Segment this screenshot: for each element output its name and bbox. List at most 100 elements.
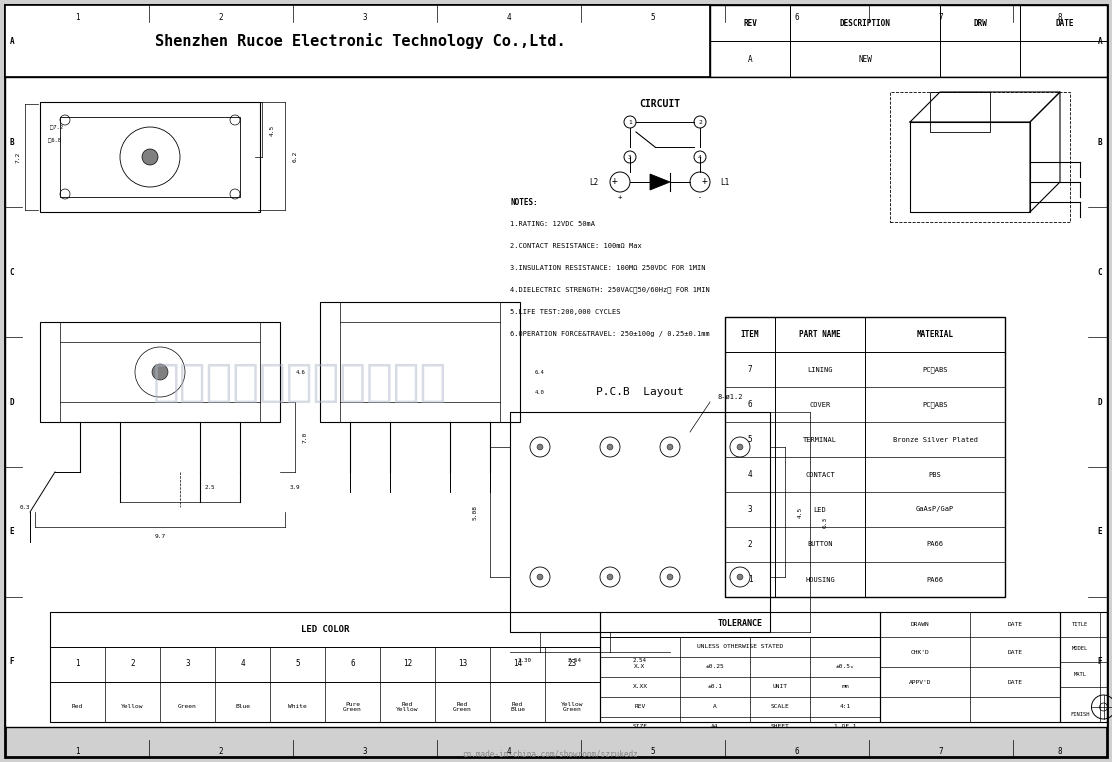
Text: 13: 13 [458,659,467,668]
Text: 4: 4 [507,748,512,757]
Text: 6.3: 6.3 [823,517,827,527]
Bar [40,322,280,422]
Text: Red: Red [72,705,83,709]
Text: 2: 2 [219,12,224,21]
Text: 6: 6 [350,659,355,668]
Text: □7.2: □7.2 [50,124,63,130]
Text: 4.6: 4.6 [296,370,305,374]
Text: 3.INSULATION RESISTANCE: 100MΩ 250VDC FOR 1MIN: 3.INSULATION RESISTANCE: 100MΩ 250VDC FO… [510,265,705,271]
Text: F: F [1098,658,1102,667]
Text: 8-ø1.2: 8-ø1.2 [717,394,743,400]
Text: COVER: COVER [810,402,831,408]
Text: 6.OPERATION FORCE&TRAVEL: 250±100g / 0.25±0.1mm: 6.OPERATION FORCE&TRAVEL: 250±100g / 0.2… [510,331,709,337]
Text: BUTTON: BUTTON [807,542,833,548]
Text: UNLESS OTHERWISE STATED: UNLESS OTHERWISE STATED [697,645,783,649]
Text: 5: 5 [651,12,655,21]
Text: DATE: DATE [1007,680,1023,684]
Text: 3: 3 [363,12,367,21]
Text: 7: 7 [747,365,753,374]
Bar [930,92,990,132]
Text: NOTES:: NOTES: [510,197,538,207]
Text: 3: 3 [186,659,190,668]
Circle shape [152,364,168,380]
Text: A: A [713,705,717,709]
Text: 2.54: 2.54 [568,658,582,662]
Text: Red
Blue: Red Blue [510,702,525,712]
Text: 8: 8 [1058,748,1062,757]
Bar [60,117,240,197]
Text: CONTACT: CONTACT [805,472,835,478]
Text: GaAsP/GaP: GaAsP/GaP [916,507,954,513]
Text: DATE: DATE [1007,622,1023,626]
Text: 4.DIELECTRIC STRENGTH: 250VAC（50/60Hz） FOR 1MIN: 4.DIELECTRIC STRENGTH: 250VAC（50/60Hz） F… [510,287,709,293]
Text: X.X: X.X [634,664,646,670]
Text: 1.RATING: 12VDC 50mA: 1.RATING: 12VDC 50mA [510,221,595,227]
Text: 4.5: 4.5 [269,124,275,136]
Circle shape [537,444,543,450]
Text: SIZE: SIZE [633,725,647,729]
Text: 2.5: 2.5 [205,485,216,489]
Text: 4: 4 [507,12,512,21]
Text: CIRCUIT: CIRCUIT [639,99,681,109]
Text: DESCRIPTION: DESCRIPTION [840,18,891,27]
Text: 1: 1 [747,575,753,584]
Text: PART NAME: PART NAME [800,330,841,339]
Text: 1: 1 [628,120,632,124]
Text: 5.08: 5.08 [473,504,477,520]
Text: SCALE: SCALE [771,705,790,709]
Text: E: E [10,527,14,536]
Text: FINISH: FINISH [1070,712,1090,716]
Text: REV: REV [634,705,646,709]
Text: -: - [698,194,702,200]
Circle shape [667,444,673,450]
Text: 6.4: 6.4 [535,370,545,374]
Circle shape [142,149,158,165]
Text: 5: 5 [747,435,753,444]
Polygon shape [651,174,671,190]
Text: 4: 4 [240,659,245,668]
Text: D: D [10,398,14,406]
Text: PC或ABS: PC或ABS [922,402,947,408]
Circle shape [607,574,613,580]
Text: 3: 3 [747,505,753,514]
Text: 9.7: 9.7 [155,534,166,539]
Text: 4:1: 4:1 [840,705,851,709]
Bar [50,612,600,722]
Text: 7: 7 [939,748,943,757]
Text: 3: 3 [628,155,632,159]
Text: REV: REV [743,18,757,27]
Text: DATE: DATE [1007,649,1023,655]
Text: 1 OF 1: 1 OF 1 [834,725,856,729]
Circle shape [537,574,543,580]
Text: 4.5: 4.5 [797,507,803,517]
Text: 7: 7 [939,12,943,21]
Text: L2: L2 [588,178,598,187]
Text: 1: 1 [75,12,79,21]
Text: PC或ABS: PC或ABS [922,367,947,373]
Text: ±0.5ₒ: ±0.5ₒ [835,664,854,670]
Text: Blue: Blue [235,705,250,709]
Bar [4,77,1108,727]
Text: MATERIAL: MATERIAL [916,330,953,339]
Text: 4: 4 [747,470,753,479]
Bar [910,122,1030,212]
Text: 4.0: 4.0 [535,389,545,395]
Bar [880,612,1060,722]
Text: F: F [10,658,14,667]
Text: X.XX: X.XX [633,684,647,690]
Text: 4: 4 [698,155,702,159]
Text: L1: L1 [719,178,729,187]
Text: PA66: PA66 [926,542,943,548]
Text: ±0.25: ±0.25 [706,664,724,670]
Text: Red
Green: Red Green [453,702,471,712]
Text: 8: 8 [1058,12,1062,21]
Text: 3: 3 [363,748,367,757]
Text: LED COLOR: LED COLOR [301,625,349,633]
Text: PA66: PA66 [926,577,943,582]
Text: Red
Yellow: Red Yellow [396,702,419,712]
Bar [709,5,1108,77]
Text: 2: 2 [130,659,135,668]
Text: NEW: NEW [858,55,872,63]
Text: 12: 12 [403,659,413,668]
Text: A: A [1098,37,1102,46]
